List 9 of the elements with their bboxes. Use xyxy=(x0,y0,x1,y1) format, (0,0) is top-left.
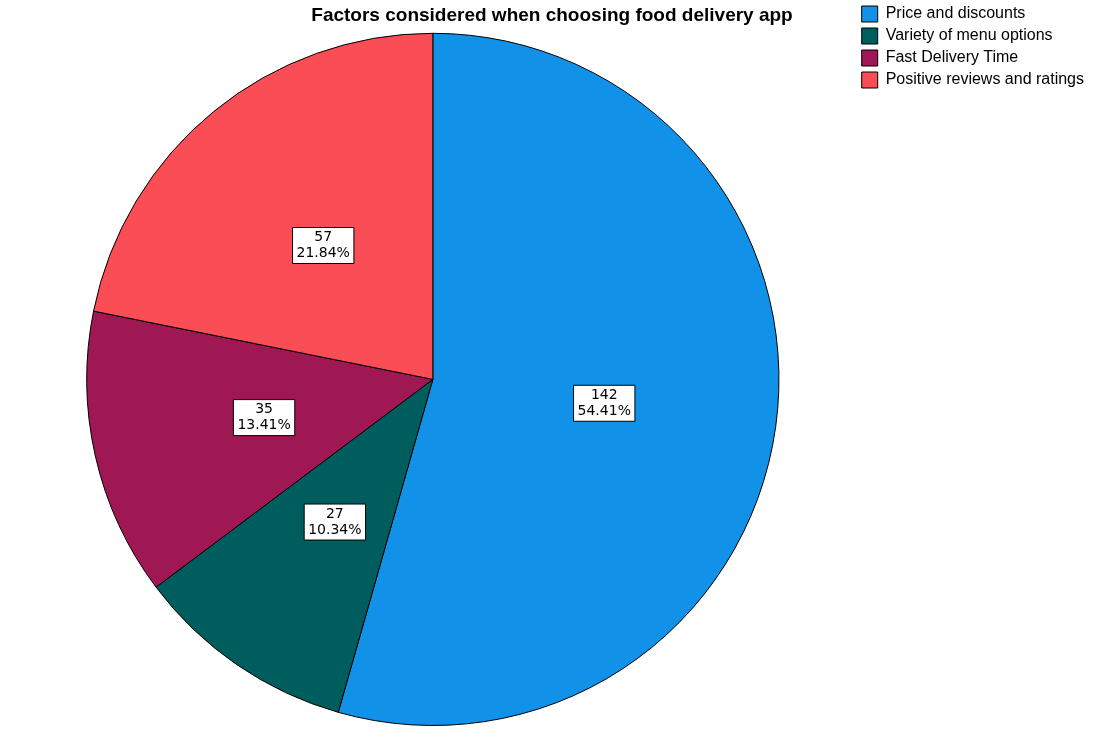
legend-label: Positive reviews and ratings xyxy=(885,70,1084,88)
legend-label: Fast Delivery Time xyxy=(885,48,1019,66)
data-label: 142 54.41% xyxy=(577,385,631,418)
data-label: 57 21.84% xyxy=(296,228,350,261)
legend-label: Price and discounts xyxy=(885,4,1026,22)
chart-title: Factors considered when choosing food delivery app xyxy=(311,3,793,25)
legend-label: Variety of menu options xyxy=(885,26,1053,44)
data-label: 35 13.41% xyxy=(237,400,291,433)
data-label: 27 10.34% xyxy=(308,504,362,537)
